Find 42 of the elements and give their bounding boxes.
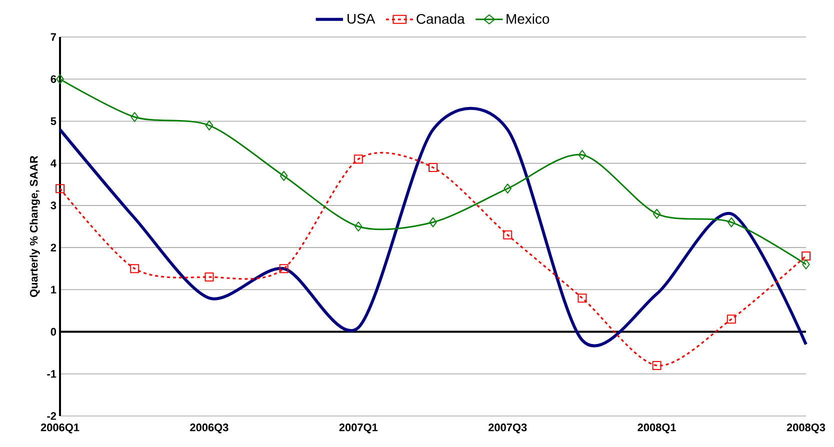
y-axis-title: Quarterly % Change, SAAR xyxy=(30,156,40,297)
x-tick-label: 2007Q1 xyxy=(339,424,378,434)
y-tick-label: 5 xyxy=(50,117,56,126)
point xyxy=(205,120,214,130)
y-tick-label: 6 xyxy=(50,75,56,83)
y-tick-label: 7 xyxy=(50,33,56,41)
point xyxy=(56,184,65,194)
point xyxy=(130,264,140,274)
y-tick-label: -2 xyxy=(47,412,56,420)
point xyxy=(802,259,810,270)
legend-label: USA xyxy=(348,14,376,24)
point xyxy=(429,217,437,228)
y-tick-label: 4 xyxy=(50,160,56,168)
point xyxy=(204,272,214,282)
point xyxy=(428,163,438,172)
x-tick-label: 2006Q1 xyxy=(40,424,80,434)
point xyxy=(802,251,811,260)
point xyxy=(56,74,64,84)
point xyxy=(280,170,288,181)
x-tick-label: 2008Q3 xyxy=(786,424,826,434)
point xyxy=(578,294,587,303)
point xyxy=(652,360,662,370)
point xyxy=(503,230,512,240)
point xyxy=(504,184,512,194)
point xyxy=(354,154,363,164)
y-tick-label: -1 xyxy=(47,370,56,378)
point xyxy=(726,314,736,324)
x-tick-label: 2007Q3 xyxy=(488,424,527,434)
point xyxy=(279,264,288,274)
legend-label: Mexico xyxy=(506,14,550,24)
legend-label: Canada xyxy=(416,14,465,24)
x-tick-label: 2008Q1 xyxy=(638,424,676,434)
y-tick-label: 0 xyxy=(50,328,56,336)
point xyxy=(578,150,586,160)
point xyxy=(728,217,736,228)
point xyxy=(130,112,138,122)
point xyxy=(354,221,362,232)
y-tick-label: 3 xyxy=(50,202,56,210)
y-tick-label: 1 xyxy=(51,286,56,294)
point xyxy=(652,208,661,219)
x-tick-label: 2006Q3 xyxy=(190,424,228,434)
y-tick-label: 2 xyxy=(50,244,56,252)
